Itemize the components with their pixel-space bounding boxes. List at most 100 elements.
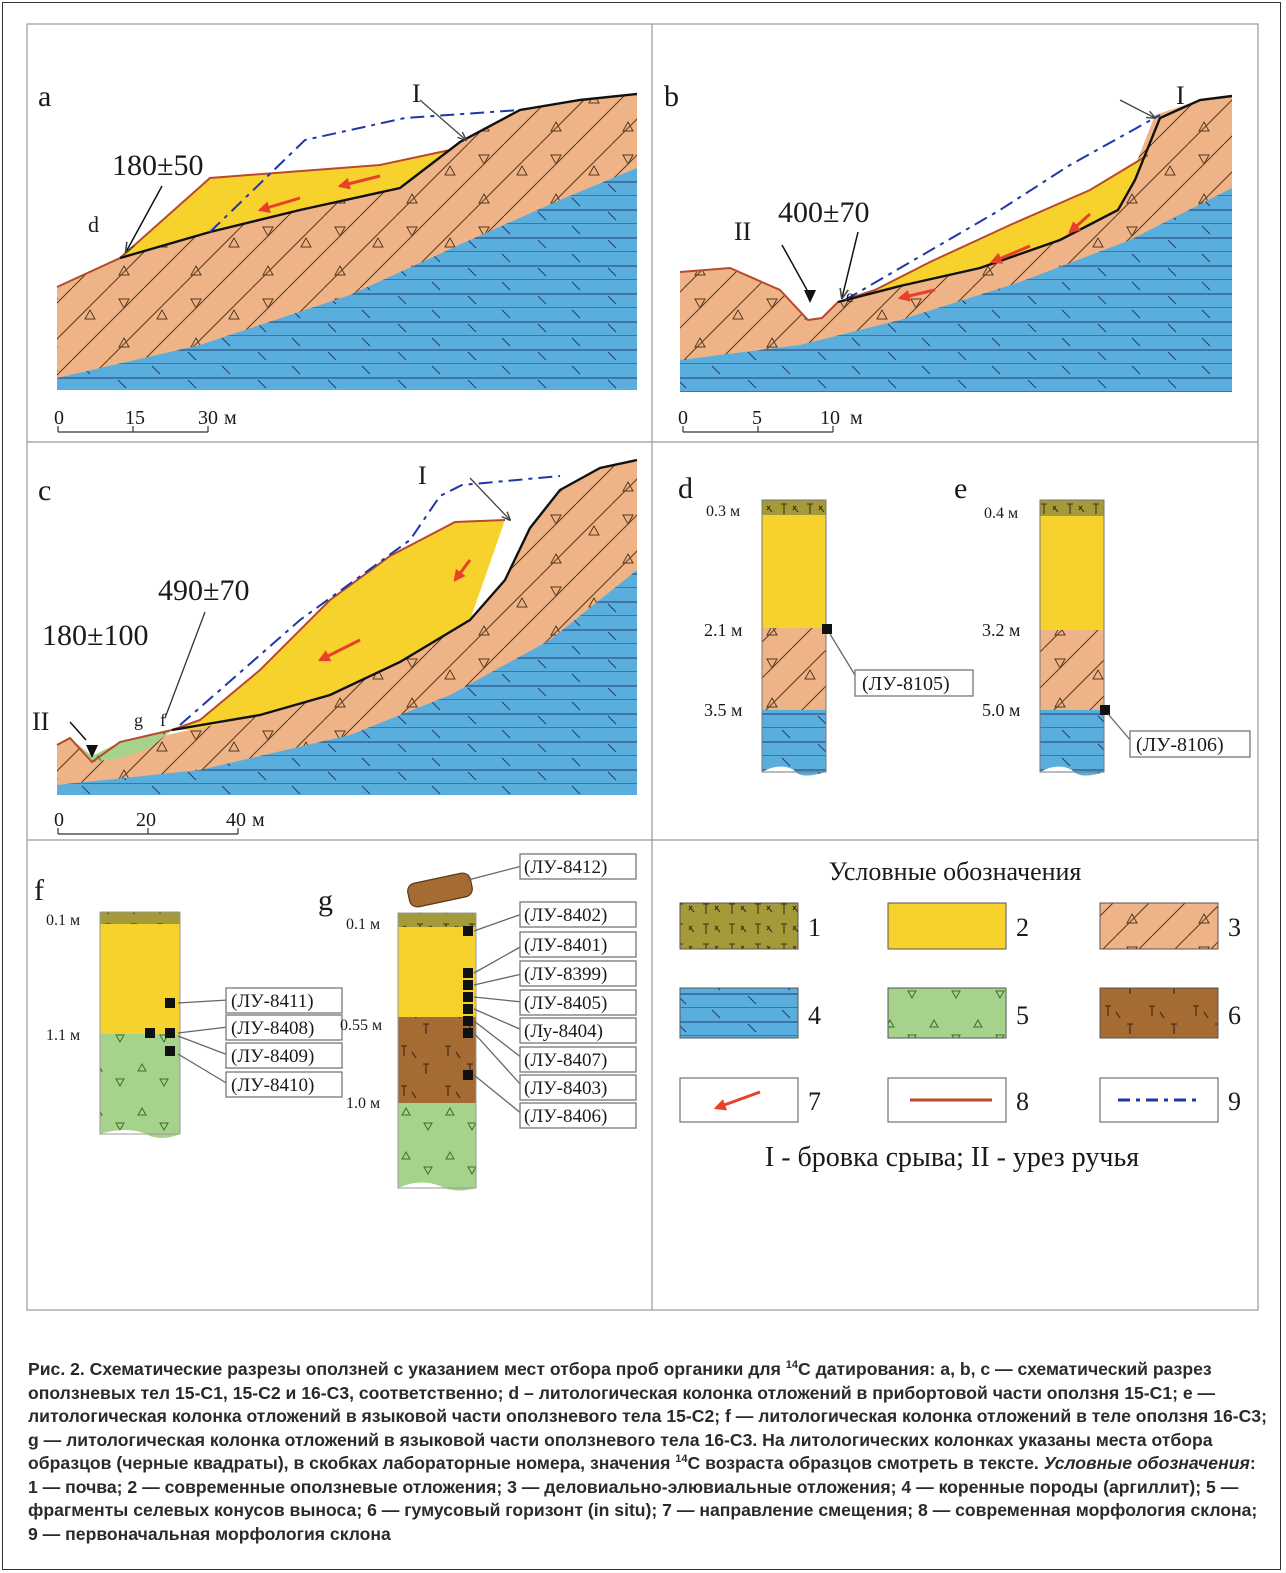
label-I: I — [418, 461, 427, 490]
panel-d: (ЛУ-8105) d 0.3 м 2.1 м 3.5 м — [678, 472, 974, 776]
depth-label: 0.4 м — [984, 505, 1018, 522]
panel-letter: e — [954, 472, 967, 505]
wood-log — [407, 872, 473, 908]
depth-label: 0.1 м — [346, 916, 380, 933]
point-label: f — [160, 710, 166, 730]
caption-text: С датирования: а, b, c — схематический р… — [28, 1359, 1267, 1473]
depth-label: 2.1 м — [704, 620, 742, 640]
panel-letter: c — [38, 474, 51, 507]
point-label: e — [846, 286, 854, 306]
label-I: I — [412, 79, 421, 108]
depth-label: 0.3 м — [706, 503, 740, 520]
sample-label: (ЛУ-8408) — [231, 1018, 314, 1039]
panel-letter: g — [318, 884, 333, 917]
panel-c: c I II 490±70 180±100 g f 0 20 40 м — [32, 458, 638, 835]
legend-swatch-landslide — [887, 902, 1007, 950]
scale-bar — [57, 828, 239, 835]
caption-sup: 14 — [675, 1453, 688, 1466]
caption-text: С возраста образцов смотреть в тексте. — [687, 1453, 1044, 1473]
caption-text: : 1 — почва; 2 — современные оползневые … — [28, 1453, 1258, 1544]
sample-marker — [165, 998, 175, 1008]
stream-marker — [86, 745, 98, 758]
legend-swatch-initial-slope — [1099, 1077, 1219, 1123]
scale-tick: 0 — [54, 407, 64, 429]
sample-label: (ЛУ-8410) — [231, 1075, 314, 1096]
depth-label: 5.0 м — [982, 700, 1020, 720]
legend-number: 3 — [1228, 913, 1241, 942]
legend-number: 2 — [1016, 913, 1029, 942]
depth-label: 1.0 м — [346, 1095, 380, 1112]
sample-label: (ЛУ-8407) — [524, 1050, 607, 1071]
sample-label: (ЛУ-8409) — [231, 1046, 314, 1067]
sample-label: (ЛУ-8106) — [1136, 734, 1224, 756]
point-label: g — [134, 710, 143, 730]
sample-marker — [165, 1046, 175, 1056]
scale-unit: м — [850, 407, 863, 429]
scale-tick: 40 — [226, 809, 246, 831]
sample-label: (Лу-8404) — [524, 1021, 603, 1042]
depth-label: 3.5 м — [704, 700, 742, 720]
sample-markers — [463, 926, 473, 1080]
scale-tick: 0 — [54, 809, 64, 831]
panel-e: (ЛУ-8106) e 0.4 м 3.2 м 5.0 м — [954, 472, 1251, 776]
scale-tick: 0 — [678, 407, 688, 429]
scale-unit: м — [252, 809, 265, 831]
sample-marker — [822, 624, 832, 634]
panel-letter: a — [38, 80, 51, 113]
panel-letter: d — [678, 472, 693, 505]
scale-tick: 15 — [125, 407, 145, 429]
panel-grid — [26, 23, 1259, 1311]
sample-label: (ЛУ-8405) — [524, 993, 607, 1014]
label-II: II — [32, 707, 49, 736]
panel-f: (ЛУ-8411) (ЛУ-8408) (ЛУ-8409) (ЛУ-8410) … — [34, 874, 343, 1138]
sample-label: (ЛУ-8411) — [231, 991, 314, 1012]
legend-swatch-bedrock — [679, 987, 799, 1039]
point-label: d — [88, 212, 99, 237]
legend-number: 1 — [808, 913, 821, 942]
stream-marker — [804, 290, 816, 303]
depth-label: 1.1 м — [46, 1027, 80, 1044]
legend-swatch-soil — [679, 902, 799, 950]
label-I: I — [1176, 81, 1185, 110]
sample-label: (ЛУ-8402) — [524, 905, 607, 926]
panel-a: a I 180±50 d 0 15 30 м — [38, 79, 638, 433]
caption-text: Рис. 2. Схематические разрезы оползней с… — [28, 1359, 786, 1379]
panel-letter: f — [34, 874, 44, 907]
legend-footer: I - бровка срыва; II - урез ручья — [765, 1142, 1139, 1173]
figure-caption: Рис. 2. Схематические разрезы оползней с… — [28, 1358, 1268, 1546]
date-label: 180±50 — [112, 149, 203, 182]
scale-bar — [682, 426, 834, 433]
sample-marker — [165, 1028, 175, 1038]
depth-label: 3.2 м — [982, 620, 1020, 640]
caption-sup: 14 — [785, 1359, 798, 1372]
figure: a I 180±50 d 0 15 30 м b I II 400±70 e — [26, 23, 1259, 1311]
legend-number: 8 — [1016, 1087, 1029, 1116]
legend-title: Условные обозначения — [829, 857, 1082, 886]
scale-tick: 10 — [820, 407, 840, 429]
scale-bar — [57, 426, 209, 433]
legend-number: 7 — [808, 1087, 821, 1116]
scale-unit: м — [224, 407, 237, 429]
date-label: 490±70 — [158, 574, 249, 607]
legend-number: 4 — [808, 1001, 821, 1030]
scale-tick: 20 — [136, 809, 156, 831]
legend-swatch-humus — [1099, 987, 1219, 1039]
sample-label: (ЛУ-8412) — [524, 857, 607, 878]
sample-label: (ЛУ-8105) — [862, 673, 950, 695]
displacement-arrow — [257, 196, 301, 213]
legend: Условные обозначения 1 2 3 4 5 6 7 8 9 I… — [679, 857, 1241, 1173]
sample-marker — [145, 1028, 155, 1038]
depth-label: 0.55 м — [340, 1017, 382, 1034]
legend-number: 9 — [1228, 1087, 1241, 1116]
panel-g: (ЛУ-8412) — [318, 853, 637, 1191]
legend-swatch-colluvium — [1099, 902, 1219, 950]
scale-tick: 5 — [752, 407, 762, 429]
legend-swatch-mudflow — [887, 987, 1007, 1039]
sample-label: (ЛУ-8406) — [524, 1106, 607, 1127]
panel-b: b I II 400±70 e 0 5 10 м — [664, 80, 1233, 433]
sample-label: (ЛУ-8399) — [524, 964, 607, 985]
sample-marker — [1100, 705, 1110, 715]
legend-number: 6 — [1228, 1001, 1241, 1030]
displacement-arrow — [337, 174, 381, 190]
